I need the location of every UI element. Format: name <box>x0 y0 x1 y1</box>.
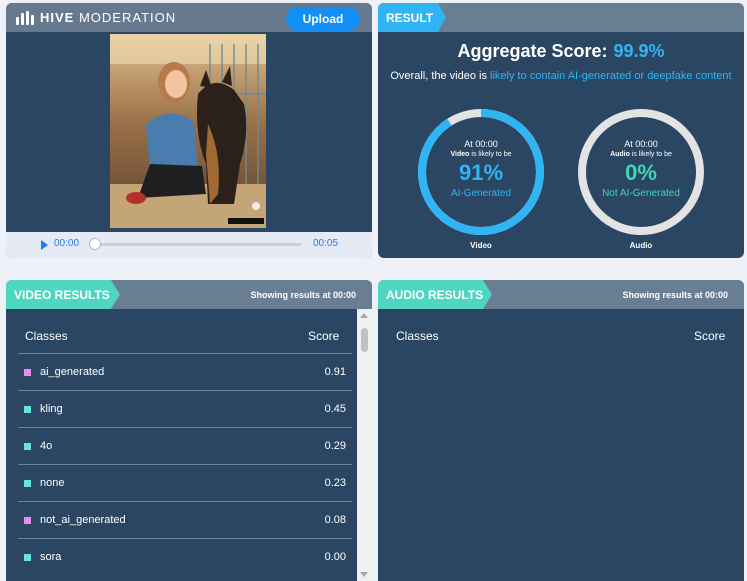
class-name: sora <box>40 551 62 563</box>
class-color-swatch <box>24 517 31 524</box>
video-likely: is likely to be <box>471 151 512 158</box>
class-color-swatch <box>24 369 31 376</box>
audio-col-classes: Classes <box>396 329 439 343</box>
audio-results-header: AUDIO RESULTS Showing results at 00:00 <box>378 280 744 309</box>
class-name: not_ai_generated <box>40 514 126 526</box>
current-time: 00:00 <box>54 238 80 249</box>
class-color-swatch <box>24 406 31 413</box>
class-name: none <box>40 477 65 489</box>
table-row: ai_generated 0.91 <box>18 353 352 390</box>
class-score: 0.08 <box>324 514 346 526</box>
video-ring-caption: Video <box>470 241 492 250</box>
table-row: sora 0.00 <box>18 538 352 575</box>
audio-likely-text: Audio is likely to be <box>610 151 672 158</box>
aggregate-value: 99.9% <box>613 41 665 61</box>
audio-percent: 0% <box>625 160 657 185</box>
player-controls: 00:00 00:05 <box>6 232 372 258</box>
class-color-swatch <box>24 554 31 561</box>
audio-results-tag: AUDIO RESULTS <box>378 280 492 309</box>
overall-highlight: likely to contain AI-generated or deepfa… <box>490 70 732 82</box>
audio-results-panel: AUDIO RESULTS Showing results at 00:00 C… <box>378 280 744 581</box>
hive-logo-icon <box>16 10 34 25</box>
video-score-ring: At 00:00 Video is likely to be 91% AI-Ge… <box>416 107 546 237</box>
video-likely-text: Video is likely to be <box>451 151 512 158</box>
video-viewport[interactable] <box>6 32 372 232</box>
table-row: kling 0.45 <box>18 390 352 427</box>
duration: 00:05 <box>313 238 339 249</box>
aggregate-score: Aggregate Score: 99.9% <box>378 41 744 62</box>
video-player-panel: HIVE MODERATION Upload <box>6 3 372 258</box>
audio-kind: Audio <box>610 151 630 158</box>
audio-at-time: At 00:00 <box>624 139 658 149</box>
overall-prefix: Overall, the video is <box>390 70 487 82</box>
scroll-thumb[interactable] <box>361 328 368 352</box>
upload-button[interactable]: Upload <box>286 7 360 31</box>
class-score: 0.45 <box>324 403 346 415</box>
class-name: kling <box>40 403 63 415</box>
audio-verdict: Not AI-Generated <box>602 188 680 199</box>
table-row: 4o 0.29 <box>18 427 352 464</box>
scroll-down-icon[interactable] <box>360 572 368 577</box>
result-header: RESULT <box>378 3 744 32</box>
video-results-showing: Showing results at 00:00 <box>250 290 356 300</box>
audio-likely: is likely to be <box>631 151 672 158</box>
video-at-time: At 00:00 <box>464 139 498 149</box>
seek-bar[interactable] <box>95 243 301 246</box>
play-icon[interactable] <box>41 240 48 250</box>
table-row: none 0.23 <box>18 464 352 501</box>
class-score: 0.00 <box>324 551 346 563</box>
audio-score-ring: At 00:00 Audio is likely to be 0% Not AI… <box>576 107 706 237</box>
class-score: 0.23 <box>324 477 346 489</box>
player-header: HIVE MODERATION Upload <box>6 3 372 32</box>
class-name: ai_generated <box>40 366 105 378</box>
seek-handle[interactable] <box>89 238 101 250</box>
audio-col-score: Score <box>694 329 726 343</box>
aggregate-label: Aggregate Score: <box>457 41 608 61</box>
video-results-header: VIDEO RESULTS Showing results at 00:00 <box>6 280 372 309</box>
result-tag: RESULT <box>378 3 446 32</box>
video-col-classes: Classes <box>25 329 68 343</box>
class-score: 0.29 <box>324 440 346 452</box>
result-panel: RESULT Aggregate Score: 99.9% Overall, th… <box>378 3 744 258</box>
video-verdict: AI-Generated <box>450 188 512 199</box>
video-thumbnail-image <box>110 34 266 228</box>
brand-suffix: MODERATION <box>78 10 177 25</box>
video-percent: 91% <box>458 160 504 185</box>
video-kind: Video <box>450 151 470 158</box>
video-results-table: ai_generated 0.91 kling 0.45 4o 0.29 none 0.23 n… <box>18 353 352 575</box>
class-name: 4o <box>40 440 53 452</box>
class-score: 0.91 <box>324 366 346 378</box>
video-frame[interactable] <box>110 34 266 228</box>
class-color-swatch <box>24 443 31 450</box>
video-results-tag: VIDEO RESULTS <box>6 280 120 309</box>
class-color-swatch <box>24 480 31 487</box>
table-row: not_ai_generated 0.08 <box>18 501 352 538</box>
video-col-score: Score <box>308 329 340 343</box>
brand-name: HIVE <box>40 10 75 25</box>
results-scrollbar[interactable] <box>357 309 372 581</box>
video-results-panel: VIDEO RESULTS Showing results at 00:00 C… <box>6 280 372 581</box>
audio-ring-graphic <box>578 109 704 235</box>
video-ring-graphic <box>418 109 544 235</box>
audio-results-showing: Showing results at 00:00 <box>622 290 728 300</box>
audio-ring-caption: Audio <box>629 241 653 250</box>
overall-summary: Overall, the video is likely to contain … <box>390 68 732 84</box>
scroll-up-icon[interactable] <box>360 313 368 318</box>
brand-logo: HIVE MODERATION <box>16 10 176 25</box>
